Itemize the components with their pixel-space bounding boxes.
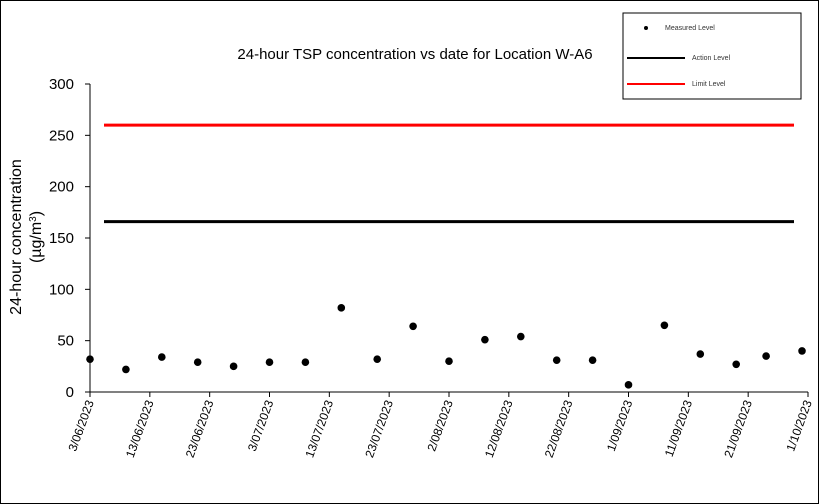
x-tick-label: 22/08/2023 — [542, 398, 576, 460]
axes — [89, 84, 808, 393]
data-point — [588, 356, 597, 364]
data-point — [409, 322, 417, 331]
data-point — [373, 355, 382, 363]
y-tick-label: 150 — [49, 230, 74, 247]
x-tick-label: 23/07/2023 — [362, 398, 396, 460]
data-point — [481, 335, 489, 344]
y-axis-label-line1: 24-hour concentration — [8, 159, 25, 315]
y-axis-label-unit-prefix: (µg/m — [28, 222, 45, 263]
data-point — [158, 353, 166, 361]
y-axis-label-unit-suffix: ) — [28, 211, 45, 216]
x-tick-label: 11/09/2023 — [662, 398, 696, 459]
x-tick-label: 12/08/2023 — [482, 398, 516, 460]
x-tick-label: 1/09/2023 — [604, 398, 636, 453]
y-axis-label-unit-sup: 3 — [28, 216, 39, 222]
legend: Measured Level Action Level Limit Level — [622, 12, 802, 100]
x-tick-label: 23/06/2023 — [183, 398, 217, 460]
data-point — [86, 355, 94, 363]
data-point — [193, 358, 202, 367]
legend-label-action: Action Level — [692, 55, 731, 62]
legend-label-limit: Limit Level — [692, 81, 726, 88]
x-ticks: 3/06/2023 13/06/2023 23/06/2023 3/07/2023 13… — [65, 392, 815, 459]
data-point — [552, 356, 561, 364]
data-point — [732, 360, 740, 369]
data-point — [660, 321, 669, 330]
x-tick-label: 13/07/2023 — [302, 398, 336, 460]
threshold-lines — [104, 123, 794, 224]
data-point — [337, 304, 346, 312]
legend-label-measured: Measured Level — [665, 25, 715, 32]
data-points — [86, 304, 806, 389]
y-tick-label: 250 — [49, 127, 74, 144]
y-axis-label-units: (µg/m3) — [28, 211, 46, 263]
x-tick-label: 3/07/2023 — [245, 398, 277, 453]
y-tick-label: 0 — [66, 384, 74, 401]
data-point — [301, 358, 310, 367]
x-tick-label: 2/08/2023 — [424, 398, 456, 453]
data-point — [122, 365, 130, 374]
y-tick-label: 50 — [57, 333, 74, 350]
x-tick-label: 21/09/2023 — [721, 398, 755, 460]
data-point — [798, 347, 806, 355]
data-point — [696, 350, 705, 358]
y-ticks: 0 50 100 150 200 250 300 — [49, 76, 90, 401]
data-point — [445, 357, 453, 366]
y-tick-label: 200 — [49, 179, 74, 196]
x-tick-label: 13/06/2023 — [123, 398, 157, 460]
chart-title: 24-hour TSP concentration vs date for Lo… — [237, 46, 592, 63]
x-tick-label: 3/06/2023 — [65, 398, 97, 453]
data-point — [762, 352, 770, 360]
data-point — [229, 362, 238, 371]
y-axis-label: 24-hour concentration — [8, 159, 25, 315]
y-tick-label: 300 — [49, 76, 74, 93]
y-tick-label: 100 — [49, 281, 74, 298]
data-point — [517, 332, 525, 341]
legend-marker-measured — [644, 26, 648, 30]
x-tick-label: 1/10/2023 — [783, 398, 815, 453]
data-point — [624, 381, 633, 389]
data-point — [265, 358, 274, 367]
